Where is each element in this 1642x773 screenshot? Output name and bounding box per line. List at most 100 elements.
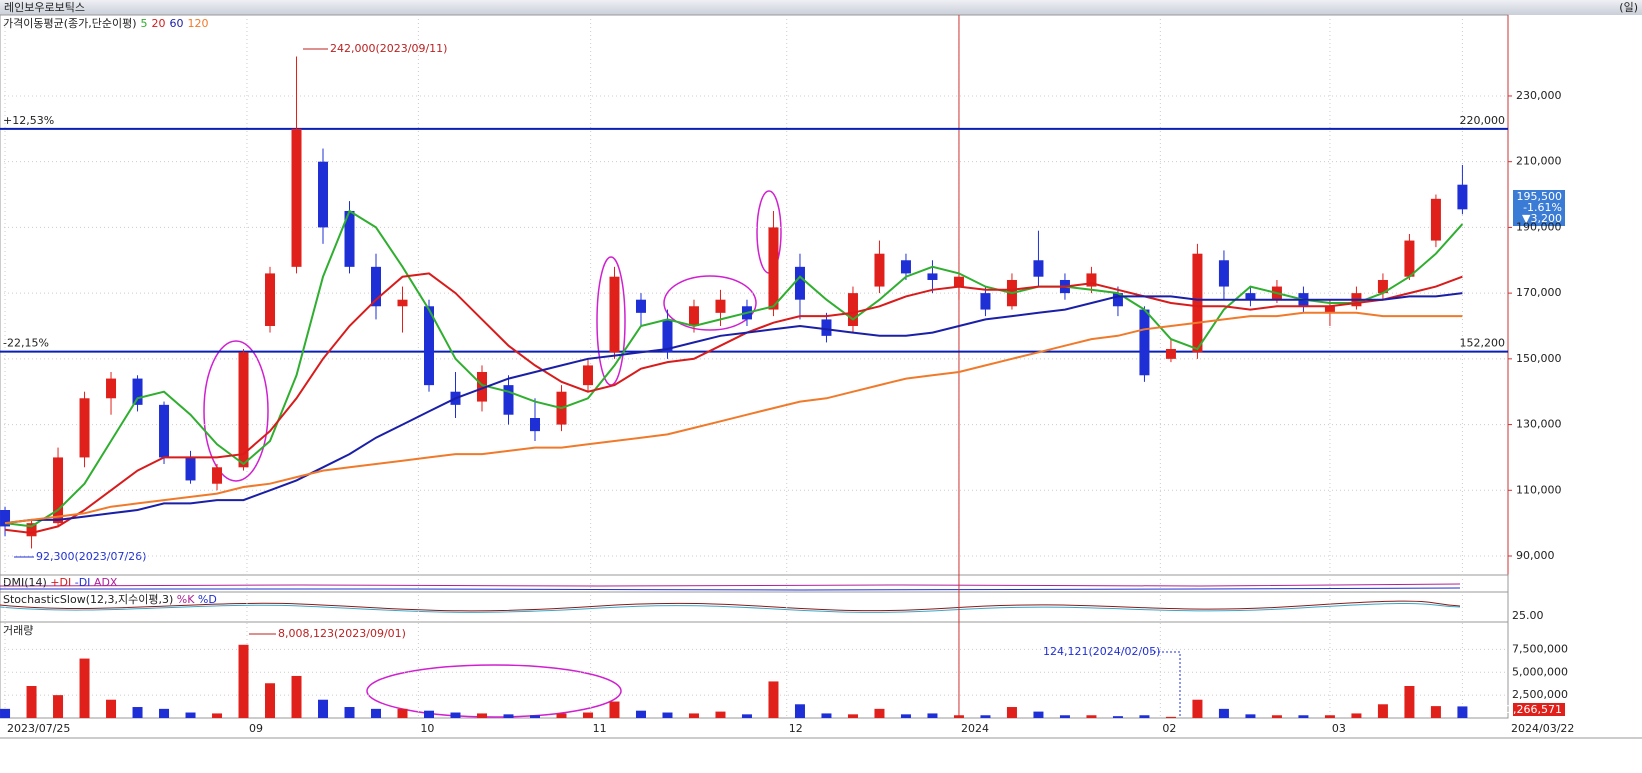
legend-item: +DI <box>50 576 71 589</box>
volume-bar <box>927 713 938 718</box>
candle-body <box>1377 279 1388 294</box>
candle-body <box>609 276 620 353</box>
volume-bar <box>503 714 514 718</box>
volume-bar <box>291 675 302 718</box>
candle-body <box>344 210 355 267</box>
candle-body <box>371 266 382 307</box>
legend-item: 60 <box>170 17 184 30</box>
candle-body <box>1218 260 1229 287</box>
candle-body <box>715 299 726 313</box>
volume-max-annotation: 8,008,123(2023/09/01) <box>278 627 406 640</box>
candle-body <box>794 266 805 300</box>
candle-body <box>132 378 143 405</box>
x-tick-label: 02 <box>1162 722 1176 735</box>
candle-body <box>1430 198 1441 241</box>
volume-bar <box>1086 715 1097 718</box>
y-tick-label: 90,000 <box>1516 549 1555 562</box>
y-tick-label: 170,000 <box>1516 286 1562 299</box>
volume-bar <box>53 695 64 718</box>
volume-bar <box>159 708 170 718</box>
volume-bar <box>79 658 90 718</box>
reference-label: 220,000 <box>1460 114 1506 127</box>
volume-bar <box>900 714 911 718</box>
legend-item: 5 <box>141 17 148 30</box>
candle-body <box>1086 273 1097 287</box>
volume-bar <box>1192 699 1203 718</box>
volume-bar <box>371 708 382 718</box>
candle-body <box>503 385 514 415</box>
candle-body <box>927 273 938 280</box>
volume-bar <box>265 683 276 718</box>
candle-body <box>635 299 646 313</box>
volume-bar <box>1324 715 1335 718</box>
candle-body <box>662 319 673 353</box>
volume-bar <box>26 686 37 718</box>
legend-item: 120 <box>188 17 209 30</box>
reference-label: 152,200 <box>1460 337 1506 350</box>
candle-body <box>106 378 117 399</box>
x-tick-label: 03 <box>1332 722 1346 735</box>
y-tick-label: 2,500,000 <box>1512 688 1568 701</box>
y-tick-label: 7,500,000 <box>1512 642 1568 655</box>
volume-bar <box>397 708 408 718</box>
volume-panel <box>0 621 1509 719</box>
volume-bar <box>741 714 752 718</box>
ma-line <box>4 209 1464 528</box>
ma-line <box>4 292 1463 525</box>
x-tick-label: 2024 <box>961 722 989 735</box>
header-bar <box>0 0 1642 15</box>
legend-item: 20 <box>152 17 166 30</box>
candle-body <box>212 467 223 484</box>
last-price-box <box>1513 190 1565 226</box>
candle-body <box>980 293 991 310</box>
candle-body <box>265 273 276 326</box>
volume-bar <box>1139 715 1150 718</box>
stoch-title: StochasticSlow(12,3,지수이평,3) %K %D <box>3 593 217 606</box>
volume-bar <box>874 708 885 718</box>
candle-body <box>1457 184 1468 210</box>
candle-body <box>0 510 11 527</box>
stoch-line <box>0 600 1461 612</box>
volume-bar <box>847 714 858 718</box>
highlight-ellipse <box>203 340 269 482</box>
volume-bar <box>1404 686 1415 718</box>
volume-bar <box>1112 716 1123 718</box>
volume-bar <box>1377 704 1388 718</box>
last-change-pct: -1.61% <box>1523 201 1562 214</box>
candle-body <box>1192 253 1203 353</box>
reference-pct-label: -22,15% <box>3 337 49 350</box>
candle-body <box>768 227 779 310</box>
x-tick-label: 11 <box>593 722 607 735</box>
annotation-leader <box>1150 651 1181 717</box>
volume-bar <box>0 708 11 718</box>
volume-bar <box>794 704 805 718</box>
volume-bar <box>953 715 964 718</box>
candle-body <box>900 260 911 274</box>
volume-bar <box>476 713 487 718</box>
volume-title: 거래량 <box>3 624 33 637</box>
volume-bar <box>980 715 991 718</box>
ma-line <box>4 311 1463 525</box>
y-tick-label: 210,000 <box>1516 155 1562 168</box>
volume-bar <box>344 707 355 718</box>
stock-title: 레인보우로보틱스 <box>4 1 85 14</box>
y-tick-label: 150,000 <box>1516 352 1562 365</box>
legend-title: 가격이동평균(종가,단순이평) <box>3 17 137 30</box>
volume-bar <box>529 715 540 718</box>
dmi-line <box>0 587 1461 591</box>
volume-bar <box>238 644 249 718</box>
candle-body <box>529 417 540 432</box>
x-tick-label: 2023/07/25 <box>7 722 70 735</box>
dmi-line <box>0 583 1461 587</box>
legend-item: -DI <box>75 576 91 589</box>
last-volume: 1,266,571 <box>1506 703 1562 716</box>
legend-item: %K <box>177 593 195 606</box>
legend-title: 가격이동평균(종가,단순이평) 5 20 60 120 <box>3 17 209 30</box>
period: (일) <box>1619 0 1638 14</box>
candle-body <box>1033 260 1044 277</box>
volume-min-annotation: 124,121(2024/02/05) <box>1043 645 1160 658</box>
candle-body <box>185 457 196 481</box>
last-volume-box <box>1513 703 1565 716</box>
highlight-ellipse <box>366 664 622 718</box>
